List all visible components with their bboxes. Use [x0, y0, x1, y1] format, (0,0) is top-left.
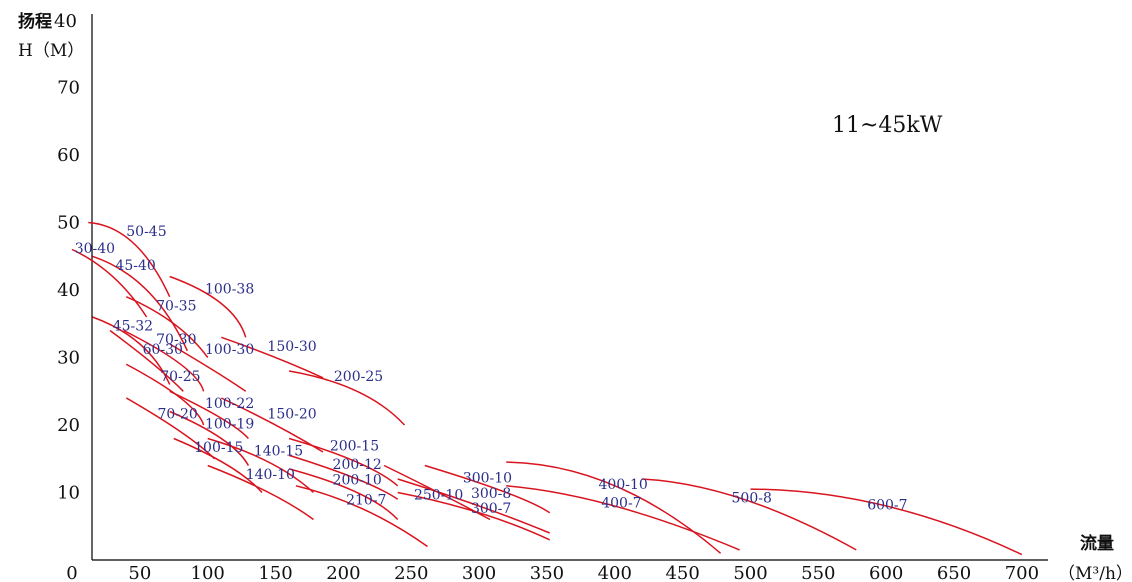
curve-100-19: [169, 410, 250, 466]
y-tick-label: 40: [57, 280, 80, 301]
curve-200-25: [288, 370, 406, 426]
y-tick-label: 60: [57, 145, 80, 166]
curve-140-10: [207, 464, 314, 521]
curve-45-40: [92, 255, 188, 352]
curve-100-22: [169, 390, 249, 439]
curve-30-40: [71, 248, 148, 318]
curve-50-45: [88, 221, 171, 298]
curve-500-8: [641, 478, 857, 551]
x-tick-label: 550: [801, 563, 835, 582]
x-tick-label: 600: [869, 563, 903, 582]
x-tick-label: 700: [1005, 563, 1039, 582]
curve-label-400-10: 400-10: [599, 477, 648, 493]
curve-label-70-20: 70-20: [157, 406, 197, 422]
curve-label-300-7: 300-7: [471, 501, 511, 517]
y-tick-label: 70: [57, 78, 80, 99]
curve-210-7: [295, 485, 428, 548]
x-tick-label: 500: [733, 563, 767, 582]
curve-300-7: [397, 491, 551, 541]
x-tick-label: 50: [128, 563, 151, 582]
curve-label-45-40: 45-40: [115, 258, 155, 274]
curve-label-100-19: 100-19: [205, 416, 254, 432]
curve-label-140-15: 140-15: [254, 443, 303, 459]
curve-label-45-32: 45-32: [113, 319, 153, 335]
curve-label-400-7: 400-7: [601, 495, 641, 511]
y-axis-title: 扬程: [18, 11, 52, 32]
curve-label-200-12: 200-12: [333, 457, 382, 473]
x-tick-label: 350: [530, 563, 564, 582]
x-axis-title: 流量: [1080, 533, 1114, 554]
power-range-note: 11~45kW: [832, 113, 943, 138]
curve-300-8: [397, 478, 550, 534]
x-tick-label: 650: [937, 563, 971, 582]
y-tick-label: 10: [57, 483, 80, 504]
curve-300-10: [424, 464, 551, 514]
curve-70-35: [126, 296, 209, 358]
x-tick-label: 150: [258, 563, 292, 582]
y-tick-label: 50: [57, 213, 80, 234]
curve-label-600-7: 600-7: [867, 497, 907, 513]
curve-label-100-15: 100-15: [194, 440, 243, 456]
y-tick-label: 20: [57, 415, 80, 436]
x-tick-label: 400: [598, 563, 632, 582]
curve-label-100-30: 100-30: [205, 342, 254, 358]
curve-70-30: [123, 329, 205, 392]
x-tick-label: 450: [665, 563, 699, 582]
curve-200-15: [288, 437, 399, 487]
y-top-label: 40: [54, 11, 77, 32]
performance-curves: [71, 221, 1023, 556]
x-tick-label: 300: [462, 563, 496, 582]
curve-label-300-8: 300-8: [471, 486, 511, 502]
curve-label-200-10: 200-10: [333, 472, 382, 488]
curve-label-70-30: 70-30: [156, 332, 196, 348]
y-tick-labels: 10 20 30 40 50 60 70: [57, 78, 80, 504]
curve-label-500-8: 500-8: [732, 491, 772, 507]
axes: [91, 14, 1048, 561]
curve-label-100-22: 100-22: [205, 396, 254, 412]
curve-label-210-7: 210-7: [346, 493, 386, 509]
curve-100-38: [169, 275, 247, 338]
curve-600-7: [750, 488, 1023, 556]
curve-label-100-38: 100-38: [205, 281, 254, 297]
x-tick-label: 200: [326, 563, 360, 582]
curve-200-12: [288, 454, 399, 500]
y-tick-label: 30: [57, 348, 80, 369]
x-tick-label: 0: [66, 563, 77, 582]
curve-60-30: [109, 329, 184, 392]
curve-label-300-10: 300-10: [463, 470, 512, 486]
curve-label-200-15: 200-15: [330, 439, 379, 455]
curve-label-30-40: 30-40: [75, 241, 115, 257]
curve-150-30: [221, 336, 324, 379]
curve-200-10: [288, 468, 399, 521]
curve-label-60-30: 60-30: [143, 342, 183, 358]
x-tick-label: 250: [394, 563, 428, 582]
x-tick-label: 100: [191, 563, 225, 582]
curve-140-15: [207, 437, 315, 494]
x-tick-labels: 0 50 100 150 200 250 300 350 400 450 500 550 600 650 7…: [66, 563, 1039, 582]
curve-label-70-35: 70-35: [156, 298, 196, 314]
curve-label-150-20: 150-20: [267, 406, 316, 422]
curve-70-20: [125, 397, 216, 460]
curve-400-7: [506, 485, 740, 551]
curve-label-50-45: 50-45: [126, 224, 166, 240]
curve-label-140-10: 140-10: [246, 467, 295, 483]
x-axis-unit: （M³/h）: [1058, 564, 1132, 582]
curve-label-200-25: 200-25: [334, 369, 383, 385]
y-axis-unit: H（M）: [18, 41, 84, 61]
curve-label-70-25: 70-25: [160, 369, 200, 385]
curve-100-30: [169, 343, 247, 392]
curve-70-25: [125, 363, 205, 426]
curve-label-150-30: 150-30: [267, 339, 316, 355]
curve-label-250-10: 250-10: [414, 487, 463, 503]
